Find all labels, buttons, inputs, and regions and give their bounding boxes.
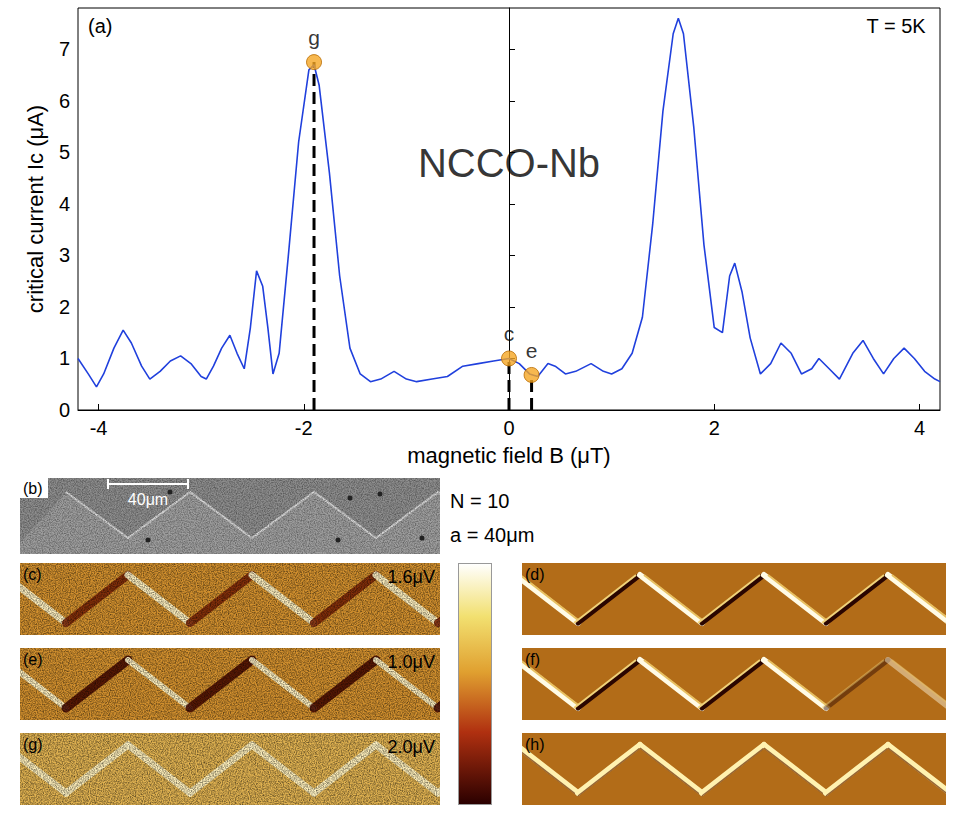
svg-text:1: 1	[59, 347, 70, 369]
svg-text:critical current Ic (μA): critical current Ic (μA)	[23, 105, 48, 313]
svg-text:NCCO-Nb: NCCO-Nb	[418, 141, 600, 185]
html-text:a = 40μm: a = 40μm	[450, 524, 535, 546]
svg-text:(e): (e)	[23, 651, 43, 668]
svg-text:T = 5K: T = 5K	[867, 15, 927, 37]
svg-text:(d): (d)	[525, 566, 545, 583]
svg-text:g: g	[308, 26, 320, 49]
svg-text:4: 4	[59, 193, 70, 215]
svg-text:1.6μV: 1.6μV	[388, 567, 435, 587]
svg-text:2: 2	[59, 296, 70, 318]
svg-text:e: e	[526, 339, 538, 362]
svg-text:(g): (g)	[23, 736, 43, 753]
svg-text:-2: -2	[295, 417, 313, 439]
svg-text:0: 0	[59, 399, 70, 421]
svg-text:40μm: 40μm	[128, 491, 168, 508]
svg-text:(c): (c)	[23, 566, 42, 583]
html-text:N = 10: N = 10	[450, 490, 510, 512]
svg-text:5: 5	[59, 141, 70, 163]
svg-text:7: 7	[59, 38, 70, 60]
svg-text:2: 2	[709, 417, 720, 439]
svg-text:magnetic field B (μT): magnetic field B (μT)	[407, 443, 610, 468]
svg-text:-4: -4	[90, 417, 108, 439]
svg-text:(f): (f)	[525, 651, 540, 668]
svg-text:c: c	[504, 322, 515, 345]
svg-text:2.0μV: 2.0μV	[388, 737, 435, 757]
svg-text:(b): (b)	[23, 480, 43, 497]
svg-text:3: 3	[59, 244, 70, 266]
svg-text:1.0μV: 1.0μV	[388, 652, 435, 672]
svg-text:4: 4	[914, 417, 925, 439]
svg-text:6: 6	[59, 90, 70, 112]
svg-text:(h): (h)	[525, 736, 545, 753]
svg-text:0: 0	[503, 417, 514, 439]
svg-text:(a): (a)	[88, 15, 112, 37]
